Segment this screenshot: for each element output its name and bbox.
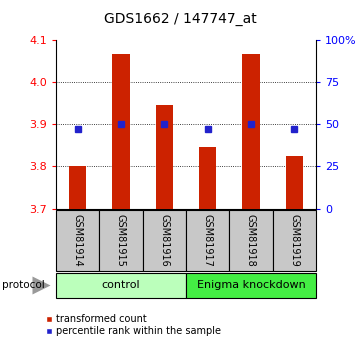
Bar bbox=[112, 55, 130, 209]
Text: Enigma knockdown: Enigma knockdown bbox=[196, 280, 305, 290]
Text: GSM81914: GSM81914 bbox=[73, 214, 83, 267]
Bar bbox=[69, 167, 86, 209]
Text: protocol: protocol bbox=[2, 280, 44, 290]
Bar bbox=[199, 147, 216, 209]
Text: GSM81915: GSM81915 bbox=[116, 214, 126, 267]
Text: GSM81916: GSM81916 bbox=[159, 214, 169, 267]
Text: control: control bbox=[102, 280, 140, 290]
Text: GSM81917: GSM81917 bbox=[203, 214, 213, 267]
Bar bbox=[156, 105, 173, 209]
Bar bbox=[242, 55, 260, 209]
Text: GDS1662 / 147747_at: GDS1662 / 147747_at bbox=[104, 12, 257, 26]
Bar bbox=[286, 156, 303, 209]
Legend: transformed count, percentile rank within the sample: transformed count, percentile rank withi… bbox=[41, 310, 225, 340]
Text: GSM81918: GSM81918 bbox=[246, 214, 256, 267]
Text: GSM81919: GSM81919 bbox=[289, 214, 299, 267]
Polygon shape bbox=[32, 277, 51, 294]
